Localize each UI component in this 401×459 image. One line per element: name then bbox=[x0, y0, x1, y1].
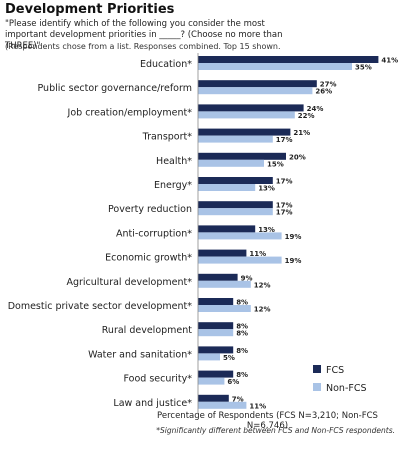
data-label-non-fcs: 6% bbox=[227, 378, 239, 386]
bar-non-fcs bbox=[198, 353, 220, 361]
data-label-fcs: 13% bbox=[258, 226, 275, 234]
data-label-fcs: 7% bbox=[232, 395, 244, 403]
bar-non-fcs bbox=[198, 111, 295, 119]
data-label-non-fcs: 17% bbox=[276, 209, 293, 217]
data-label-fcs: 8% bbox=[236, 347, 248, 355]
bar-fcs bbox=[198, 201, 273, 209]
data-label-non-fcs: 15% bbox=[267, 160, 284, 168]
data-label-fcs: 17% bbox=[276, 178, 293, 186]
data-label-non-fcs: 19% bbox=[285, 233, 302, 241]
data-label-non-fcs: 26% bbox=[315, 88, 332, 96]
data-label-fcs: 41% bbox=[381, 57, 398, 65]
bar-non-fcs bbox=[198, 305, 251, 312]
bar-fcs bbox=[198, 346, 234, 354]
data-label-non-fcs: 17% bbox=[276, 136, 293, 144]
data-label-fcs: 17% bbox=[276, 202, 293, 210]
legend-label-non-fcs: Non-FCS bbox=[326, 383, 367, 394]
category-label: Education* bbox=[140, 59, 192, 70]
bar-non-fcs bbox=[198, 377, 225, 385]
data-label-fcs: 8% bbox=[236, 299, 248, 307]
data-label-fcs: 11% bbox=[249, 250, 266, 258]
category-label: Transport* bbox=[142, 132, 193, 143]
bar-non-fcs bbox=[198, 135, 273, 143]
category-label: Water and sanitation* bbox=[88, 349, 192, 360]
category-label: Public sector governance/reform bbox=[38, 83, 193, 94]
category-label: Health* bbox=[156, 156, 192, 167]
category-label: Domestic private sector development* bbox=[8, 301, 193, 312]
bar-fcs bbox=[198, 298, 234, 305]
data-label-non-fcs: 8% bbox=[236, 330, 248, 338]
legend-swatch-fcs bbox=[313, 365, 321, 373]
data-label-non-fcs: 19% bbox=[285, 257, 302, 265]
x-axis-label: Percentage of Respondents (FCS N=3,210; … bbox=[157, 411, 378, 431]
data-label-fcs: 9% bbox=[241, 274, 253, 282]
category-label: Law and justice* bbox=[113, 398, 192, 409]
category-label: Anti-corruption* bbox=[116, 228, 192, 239]
data-label-non-fcs: 12% bbox=[254, 281, 271, 289]
data-label-non-fcs: 13% bbox=[258, 185, 275, 193]
data-label-fcs: 8% bbox=[236, 371, 248, 379]
legend-label-fcs: FCS bbox=[326, 365, 344, 376]
category-label: Economic growth* bbox=[105, 253, 192, 264]
bar-non-fcs bbox=[198, 87, 313, 95]
bar-non-fcs bbox=[198, 256, 282, 264]
data-label-fcs: 27% bbox=[320, 81, 337, 89]
legend-swatch-non-fcs bbox=[313, 383, 321, 391]
data-label-fcs: 20% bbox=[289, 153, 306, 161]
category-label: Poverty reduction bbox=[108, 204, 192, 215]
bar-non-fcs bbox=[198, 401, 247, 409]
category-label: Job creation/employment* bbox=[67, 107, 193, 118]
survey-question: "Please identify which of the following … bbox=[5, 19, 283, 51]
bar-fcs bbox=[198, 394, 229, 402]
data-label-non-fcs: 11% bbox=[249, 402, 266, 410]
bar-non-fcs bbox=[198, 184, 256, 191]
significance-note: *Significantly different between FCS and… bbox=[156, 426, 395, 435]
chart-title: Development Priorities bbox=[5, 2, 175, 17]
bar-fcs bbox=[198, 128, 291, 136]
bar-fcs bbox=[198, 273, 238, 281]
bar-fcs bbox=[198, 249, 247, 257]
bar-non-fcs bbox=[198, 280, 251, 288]
bar-non-fcs bbox=[198, 329, 234, 337]
bar-fcs bbox=[198, 56, 379, 63]
data-label-fcs: 8% bbox=[236, 323, 248, 331]
bar-non-fcs bbox=[198, 232, 282, 240]
data-label-fcs: 24% bbox=[307, 105, 324, 113]
data-label-non-fcs: 12% bbox=[254, 306, 271, 314]
data-label-non-fcs: 5% bbox=[223, 354, 235, 362]
bar-fcs bbox=[198, 370, 234, 378]
bar-non-fcs bbox=[198, 208, 273, 216]
bar-fcs bbox=[198, 177, 273, 184]
bar-fcs bbox=[198, 152, 286, 160]
category-label: Energy* bbox=[154, 180, 192, 191]
category-label: Rural development bbox=[102, 325, 193, 336]
data-label-fcs: 21% bbox=[293, 129, 310, 137]
bar-fcs bbox=[198, 322, 234, 330]
bar-non-fcs bbox=[198, 159, 264, 167]
category-label: Agricultural development* bbox=[66, 277, 192, 288]
bar-fcs bbox=[198, 225, 256, 233]
respondent-note: (Respondents chose from a list. Response… bbox=[5, 42, 281, 51]
data-label-non-fcs: 22% bbox=[298, 112, 315, 120]
bar-non-fcs bbox=[198, 63, 352, 70]
bar-fcs bbox=[198, 80, 317, 88]
bar-fcs bbox=[198, 104, 304, 112]
category-label: Food security* bbox=[124, 374, 193, 385]
data-label-non-fcs: 35% bbox=[355, 64, 372, 72]
